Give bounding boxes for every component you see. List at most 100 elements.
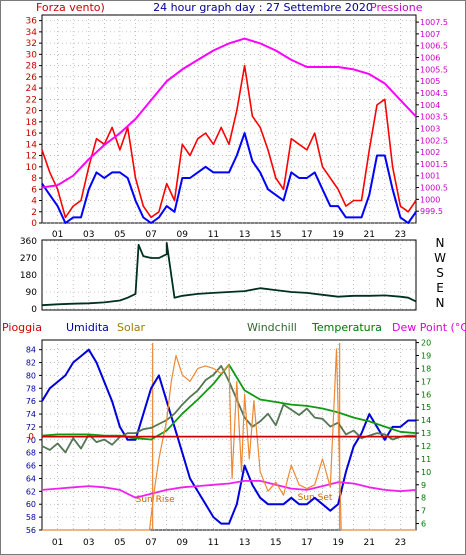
hour-tick-label: 05: [114, 538, 125, 548]
hour-tick-label: 19: [332, 230, 344, 240]
hour-tick-label: 05: [114, 230, 125, 240]
temperature-tick-label: 14: [421, 416, 431, 425]
humidity-tick-label: 56: [26, 526, 36, 535]
legend-windchill: Windchill: [247, 321, 297, 334]
hour-tick-label: 21: [364, 230, 375, 240]
hour-tick-label: 23: [395, 230, 406, 240]
pressure-tick-label: 1005.5: [420, 65, 448, 74]
dew-point-line: [41, 479, 417, 499]
wind-speed-tick-label: 28: [26, 62, 38, 72]
pressure-tick-label: 1003: [420, 124, 440, 133]
humidity-tick-label: 72: [26, 423, 36, 432]
pressure-tick-label: 1001: [420, 172, 440, 181]
humidity-tick-label: 80: [26, 371, 36, 380]
humidity-line: [41, 348, 416, 525]
humidity-tick-label: 70: [26, 436, 36, 445]
wind-direction-tick-label: 90: [26, 288, 38, 298]
compass-label: E: [436, 281, 444, 295]
hour-tick-label: 09: [177, 538, 189, 548]
pressure-tick-label: 1007: [420, 30, 440, 39]
temperature-tick-label: 19: [421, 352, 431, 361]
humidity-tick-label: 58: [26, 513, 36, 522]
temperature-tick-label: 20: [421, 339, 431, 348]
humidity-tick-label: 62: [26, 487, 36, 496]
pressure-tick-label: 1000.5: [420, 184, 448, 193]
wind-average-line: [41, 132, 417, 224]
temperature-tick-label: 11: [421, 455, 431, 464]
temperature-tick-label: 12: [421, 442, 431, 451]
humidity-tick-label: 74: [26, 410, 36, 419]
wind-speed-tick-label: 22: [26, 95, 37, 105]
legend-temperatura: Temperatura: [311, 321, 382, 334]
temperature-tick-label: 16: [421, 390, 431, 399]
wind-speed-tick-label: 34: [26, 28, 38, 38]
wind-speed-axis-title: Forza vento): [36, 1, 105, 14]
humidity-tick-label: 66: [26, 462, 36, 471]
hour-tick-label: 03: [83, 230, 94, 240]
humidity-tick-label: 82: [26, 359, 36, 368]
wind-speed-tick-label: 26: [26, 73, 38, 83]
hour-tick-label: 15: [270, 230, 281, 240]
temperature-tick-label: 8: [421, 494, 426, 503]
wind-speed-tick-label: 10: [26, 163, 38, 173]
sunrise-label: Sun Rise: [136, 495, 175, 505]
pressure-tick-label: 1005: [420, 77, 440, 86]
hour-tick-label: 21: [364, 538, 375, 548]
pressure-tick-label: 1004.5: [420, 89, 448, 98]
wind-speed-tick-label: 2: [31, 208, 37, 218]
pressure-tick-label: 1007.5: [420, 18, 448, 27]
humidity-tick-label: 78: [26, 384, 36, 393]
hour-tick-label: 23: [395, 538, 406, 548]
wind-direction-tick-label: 360: [20, 237, 37, 247]
wind-speed-tick-label: 36: [26, 17, 38, 27]
wind-direction-tick-label: 0: [31, 305, 37, 315]
wind-speed-tick-label: 20: [26, 107, 38, 117]
hour-tick-label: 07: [145, 230, 156, 240]
hour-tick-label: 07: [145, 538, 156, 548]
hour-tick-label: 09: [177, 230, 189, 240]
temperature-tick-label: 17: [421, 377, 431, 386]
pressure-tick-label: 999.5: [420, 207, 443, 216]
humidity-tick-label: 64: [26, 474, 36, 483]
hour-tick-label: 03: [83, 538, 94, 548]
compass-label: W: [434, 251, 446, 265]
humidity-tick-label: 76: [26, 397, 36, 406]
chart-marks: 024681012141618202224262830323436999.510…: [20, 15, 448, 548]
legend-dew-point: Dew Point (°C): [392, 321, 466, 334]
hour-tick-label: 15: [270, 538, 281, 548]
hour-tick-label: 01: [52, 538, 63, 548]
wind-speed-tick-label: 16: [26, 129, 38, 139]
hour-tick-label: 19: [332, 538, 344, 548]
legend-umidita: Umidita: [66, 321, 109, 334]
solar-line: [42, 348, 416, 531]
pressure-tick-label: 1002: [420, 148, 440, 157]
chart-title: 24 hour graph day : 27 Settembre 2020: [153, 1, 373, 14]
wind-speed-tick-label: 6: [31, 185, 37, 195]
compass-label: N: [436, 296, 445, 310]
pressure-tick-label: 1000: [420, 195, 440, 204]
wind-speed-tick-label: 4: [31, 197, 37, 207]
temperature-tick-label: 6: [421, 520, 426, 529]
compass-label: N: [436, 236, 445, 250]
wind-speed-tick-label: 32: [26, 39, 37, 49]
wind-speed-tick-label: 12: [26, 152, 37, 162]
pressure-tick-label: 1001.5: [420, 160, 448, 169]
pressure-axis-title: Pressione: [370, 1, 423, 14]
pressure-tick-label: 1006.5: [420, 42, 448, 51]
pressure-tick-label: 1003.5: [420, 113, 448, 122]
wind-speed-tick-label: 8: [31, 174, 37, 184]
rain-zero-label: 0: [28, 433, 34, 443]
legend-solar: Solar: [117, 321, 146, 334]
hour-tick-label: 11: [208, 230, 219, 240]
wind-speed-tick-label: 14: [26, 140, 38, 150]
temperature-tick-label: 13: [421, 429, 431, 438]
hour-tick-label: 11: [208, 538, 219, 548]
wind-speed-tick-label: 24: [26, 84, 38, 94]
temperature-tick-label: 7: [421, 507, 426, 516]
wind-direction-tick-label: 180: [20, 271, 37, 281]
temperature-tick-label: 9: [421, 481, 426, 490]
wind-speed-tick-label: 18: [26, 118, 38, 128]
humidity-tick-label: 68: [26, 449, 36, 458]
hour-tick-label: 13: [239, 230, 250, 240]
